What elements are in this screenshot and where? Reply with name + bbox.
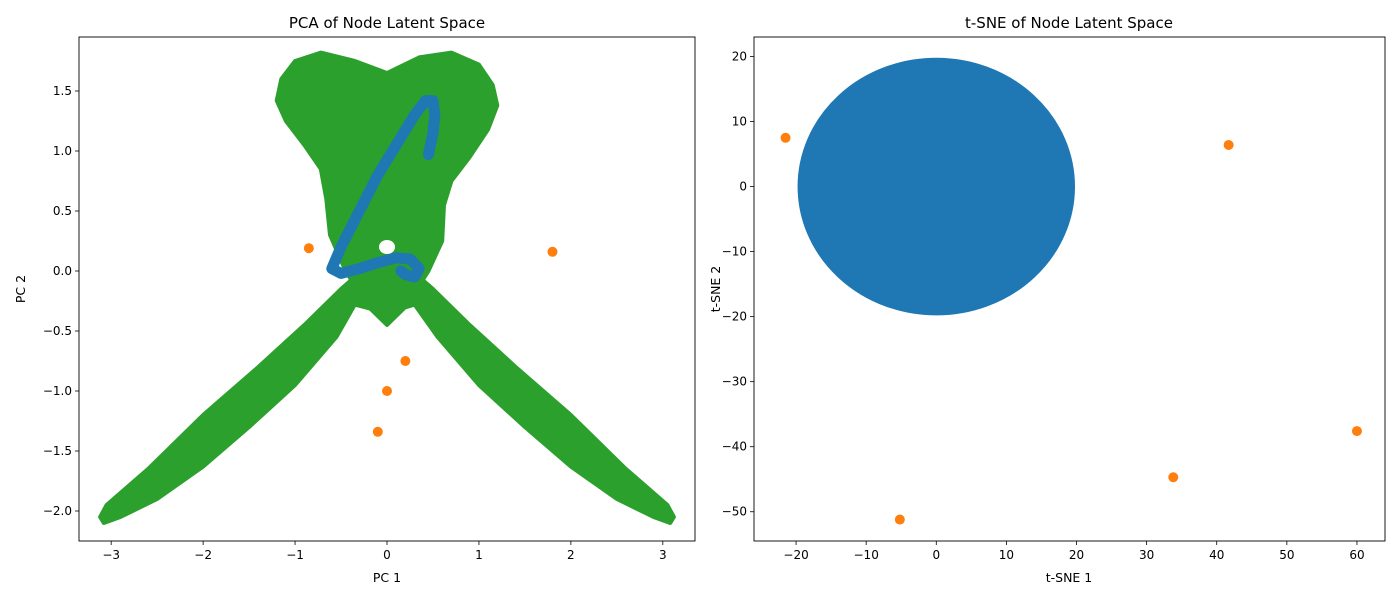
tsne-chart: t-SNE of Node Latent Space −20 −10 0 10 20 30…	[708, 14, 1386, 585]
pca-y-axis-label: PC 2	[13, 275, 28, 303]
pca-x-ticks: −3 −2 −1 0 1 2 3	[102, 541, 667, 562]
tsne-y-ticks: −50 −40 −30 −20 −10 0 10 20	[722, 50, 754, 519]
y-tick-label: 0.5	[53, 204, 72, 218]
x-tick-label: 60	[1349, 548, 1364, 562]
orange-point	[1168, 472, 1179, 483]
tsne-axes-frame	[753, 36, 1386, 542]
tsne-blue-cluster	[797, 57, 1076, 316]
y-tick-label: −10	[722, 245, 747, 259]
y-tick-label: −1.0	[43, 384, 72, 398]
y-tick-label: 20	[732, 50, 747, 64]
orange-point	[1351, 426, 1362, 437]
x-tick-label: −3	[102, 548, 120, 562]
x-tick-label: 1	[475, 548, 483, 562]
x-tick-label: 10	[999, 548, 1014, 562]
orange-point	[382, 386, 392, 396]
pca-chart: PCA of Node Latent Space −3 −2 −1 0 1 2 3 −2.0…	[13, 14, 696, 585]
pca-chart-title: PCA of Node Latent Space	[289, 14, 485, 32]
y-tick-label: 1.5	[53, 84, 72, 98]
tsne-y-axis-label: t-SNE 2	[708, 266, 723, 313]
orange-point	[1223, 139, 1234, 150]
pca-green-region-hole	[379, 240, 395, 254]
orange-point	[780, 132, 791, 143]
tsne-marks	[780, 57, 1362, 525]
orange-point	[547, 246, 558, 257]
x-tick-label: 0	[383, 548, 391, 562]
x-tick-label: 50	[1279, 548, 1294, 562]
y-tick-label: −1.5	[43, 444, 72, 458]
orange-point	[400, 356, 411, 366]
pca-green-region-upper-heart	[274, 50, 500, 327]
pca-x-axis-label: PC 1	[373, 570, 401, 585]
x-tick-label: −2	[194, 548, 212, 562]
pca-blue-curve	[326, 95, 441, 283]
y-tick-label: −40	[722, 440, 747, 454]
x-tick-label: 40	[1209, 548, 1224, 562]
pca-marks	[98, 50, 676, 525]
orange-point	[372, 426, 383, 437]
pca-green-region-right-arm	[371, 263, 676, 525]
x-tick-label: −10	[854, 548, 879, 562]
tsne-chart-title: t-SNE of Node Latent Space	[965, 14, 1173, 32]
orange-point	[303, 243, 314, 254]
pca-plot-area	[98, 50, 676, 525]
x-tick-label: 0	[932, 548, 940, 562]
y-tick-label: 0.0	[53, 264, 72, 278]
pca-green-region-left-arm	[98, 263, 403, 525]
x-tick-label: −20	[783, 548, 808, 562]
y-tick-label: −30	[722, 375, 747, 389]
y-tick-label: −20	[722, 310, 747, 324]
x-tick-label: −1	[286, 548, 304, 562]
tsne-x-ticks: −20 −10 0 10 20 30 40 50 60	[783, 541, 1365, 562]
tsne-x-axis-label: t-SNE 1	[1046, 570, 1093, 585]
y-tick-label: 10	[732, 115, 747, 129]
y-tick-label: 0	[739, 180, 747, 194]
y-tick-label: −0.5	[43, 324, 72, 338]
x-tick-label: 2	[567, 548, 575, 562]
y-tick-label: 1.0	[53, 144, 72, 158]
x-tick-label: 30	[1139, 548, 1154, 562]
orange-point	[894, 514, 905, 525]
y-tick-label: −50	[722, 505, 747, 519]
x-tick-label: 3	[659, 548, 667, 562]
x-tick-label: 20	[1069, 548, 1084, 562]
y-tick-label: −2.0	[43, 504, 72, 518]
tsne-plot-area	[780, 57, 1362, 525]
pca-y-ticks: −2.0 −1.5 −1.0 −0.5 0.0 0.5 1.0 1.5	[43, 84, 79, 518]
